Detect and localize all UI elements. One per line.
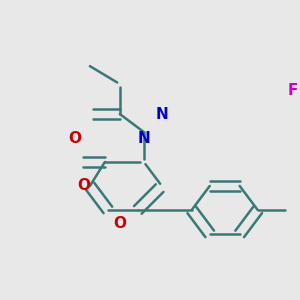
- Text: N: N: [137, 130, 150, 146]
- Text: O: O: [113, 216, 126, 231]
- Text: F: F: [288, 82, 298, 98]
- Text: N: N: [155, 106, 168, 122]
- Text: O: O: [77, 178, 90, 194]
- Text: O: O: [68, 130, 81, 146]
